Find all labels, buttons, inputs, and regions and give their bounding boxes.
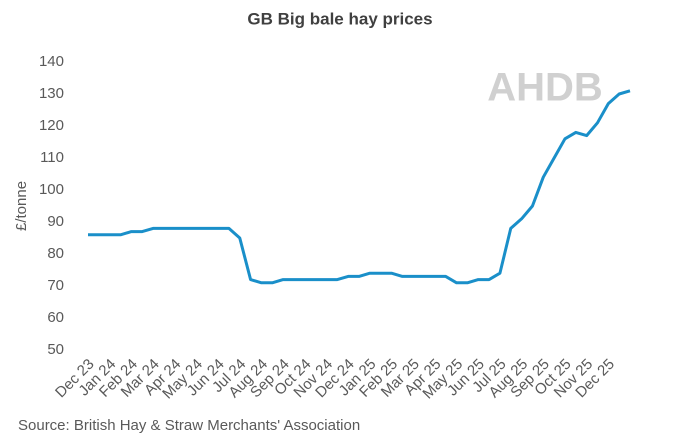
price-line xyxy=(88,89,631,285)
y-tick-label: 130 xyxy=(39,85,64,102)
y-tick-label: 110 xyxy=(40,149,64,166)
y-axis-label: £/tonne xyxy=(13,181,30,231)
y-tick-label: 120 xyxy=(39,117,64,134)
y-tick-label: 140 xyxy=(39,53,64,70)
source-note: Source: British Hay & Straw Merchants' A… xyxy=(18,417,360,434)
y-tick-label: 50 xyxy=(47,341,64,358)
y-tick-label: 70 xyxy=(47,277,64,294)
y-tick-label: 100 xyxy=(39,181,64,198)
chart-title: GB Big bale hay prices xyxy=(247,9,432,28)
y-tick-label: 80 xyxy=(47,245,64,262)
y-tick-label: 60 xyxy=(47,309,64,326)
watermark: AHDB xyxy=(487,66,603,110)
y-tick-label: 90 xyxy=(47,213,64,230)
